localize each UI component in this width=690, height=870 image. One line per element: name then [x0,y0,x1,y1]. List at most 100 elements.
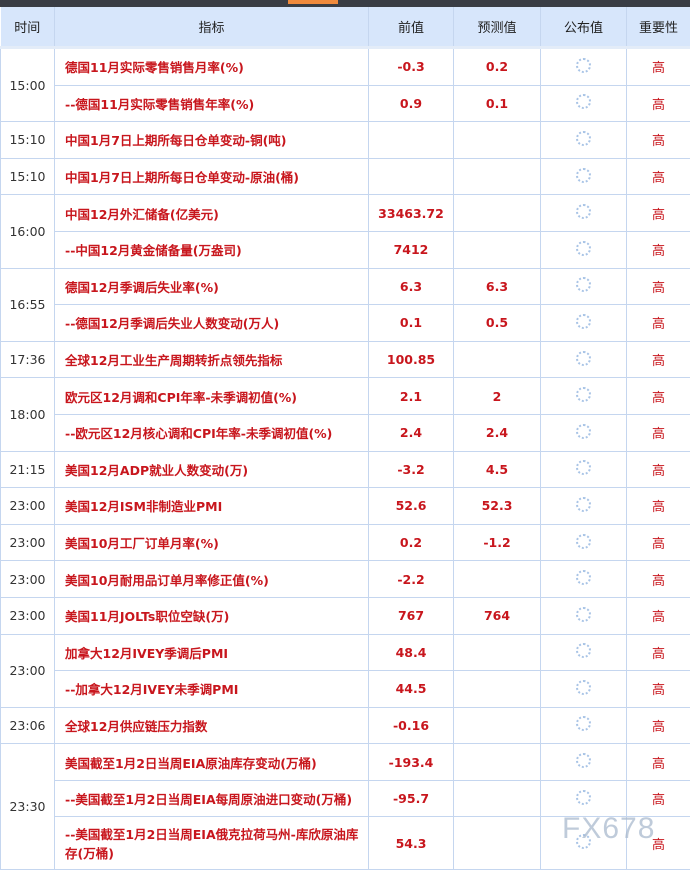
loading-spinner-icon [576,534,591,549]
loading-spinner-icon [576,643,591,658]
previous-value: 0.1 [369,305,454,342]
previous-value: -3.2 [369,451,454,488]
indicator-name[interactable]: --欧元区12月核心调和CPI年率-未季调初值(%) [55,414,369,451]
previous-value: -193.4 [369,744,454,781]
indicator-name[interactable]: 欧元区12月调和CPI年率-未季调初值(%) [55,378,369,415]
indicator-name[interactable]: 美国12月ADP就业人数变动(万) [55,451,369,488]
importance: 高 [627,671,690,708]
loading-spinner-icon [576,790,591,805]
importance: 高 [627,597,690,634]
column-header: 指标 [55,7,369,48]
previous-value: -95.7 [369,780,454,817]
forecast-value [454,122,541,159]
importance: 高 [627,341,690,378]
loading-spinner-icon [576,314,591,329]
indicator-name[interactable]: --德国11月实际零售销售年率(%) [55,85,369,122]
loading-spinner-icon [576,680,591,695]
loading-spinner-icon [576,497,591,512]
indicator-name[interactable]: 中国1月7日上期所每日仓单变动-铜(吨) [55,122,369,159]
forecast-value [454,634,541,671]
forecast-value: 52.3 [454,488,541,525]
loading-spinner-icon [576,607,591,622]
previous-value: 2.4 [369,414,454,451]
actual-value [541,85,627,122]
indicator-name[interactable]: --美国截至1月2日当周EIA俄克拉荷马州-库欣原油库存(万桶) [55,817,369,870]
importance: 高 [627,305,690,342]
forecast-value: 4.5 [454,451,541,488]
time-cell: 23:00 [1,597,55,634]
actual-value [541,744,627,781]
previous-value: 100.85 [369,341,454,378]
time-cell: 23:00 [1,561,55,598]
indicator-name[interactable]: 全球12月供应链压力指数 [55,707,369,744]
importance: 高 [627,378,690,415]
loading-spinner-icon [576,351,591,366]
indicator-name[interactable]: 美国11月JOLTs职位空缺(万) [55,597,369,634]
indicator-name[interactable]: 中国12月外汇储备(亿美元) [55,195,369,232]
top-bar [0,0,690,7]
importance: 高 [627,488,690,525]
indicator-name[interactable]: 美国12月ISM非制造业PMI [55,488,369,525]
forecast-value [454,158,541,195]
indicator-name[interactable]: 中国1月7日上期所每日仓单变动-原油(桶) [55,158,369,195]
previous-value: 6.3 [369,268,454,305]
actual-value [541,305,627,342]
indicator-name[interactable]: --德国12月季调后失业人数变动(万人) [55,305,369,342]
time-cell: 16:55 [1,268,55,341]
loading-spinner-icon [576,387,591,402]
indicator-name[interactable]: 加拿大12月IVEY季调后PMI [55,634,369,671]
watermark-logo: FX678 [562,812,655,846]
indicator-name[interactable]: 美国10月工厂订单月率(%) [55,524,369,561]
time-cell: 16:00 [1,195,55,268]
indicator-name[interactable]: 全球12月工业生产周期转折点领先指标 [55,341,369,378]
previous-value: 52.6 [369,488,454,525]
indicator-name[interactable]: 德国11月实际零售销售月率(%) [55,48,369,86]
time-cell: 21:15 [1,451,55,488]
loading-spinner-icon [576,277,591,292]
indicator-name[interactable]: 美国10月耐用品订单月率修正值(%) [55,561,369,598]
loading-spinner-icon [576,94,591,109]
indicator-name[interactable]: 德国12月季调后失业率(%) [55,268,369,305]
forecast-value: 2 [454,378,541,415]
indicator-name[interactable]: --加拿大12月IVEY未季调PMI [55,671,369,708]
indicator-name[interactable]: 美国截至1月2日当周EIA原油库存变动(万桶) [55,744,369,781]
column-header: 预测值 [454,7,541,48]
forecast-value [454,231,541,268]
actual-value [541,48,627,86]
time-cell: 23:06 [1,707,55,744]
column-header: 重要性 [627,7,690,48]
forecast-value: 0.2 [454,48,541,86]
time-cell: 15:00 [1,48,55,122]
importance: 高 [627,414,690,451]
indicator-name[interactable]: --中国12月黄金储备量(万盎司) [55,231,369,268]
forecast-value: -1.2 [454,524,541,561]
importance: 高 [627,268,690,305]
importance: 高 [627,707,690,744]
previous-value: 0.9 [369,85,454,122]
time-cell: 23:00 [1,634,55,707]
importance: 高 [627,524,690,561]
actual-value [541,451,627,488]
indicator-name[interactable]: --美国截至1月2日当周EIA每周原油进口变动(万桶) [55,780,369,817]
